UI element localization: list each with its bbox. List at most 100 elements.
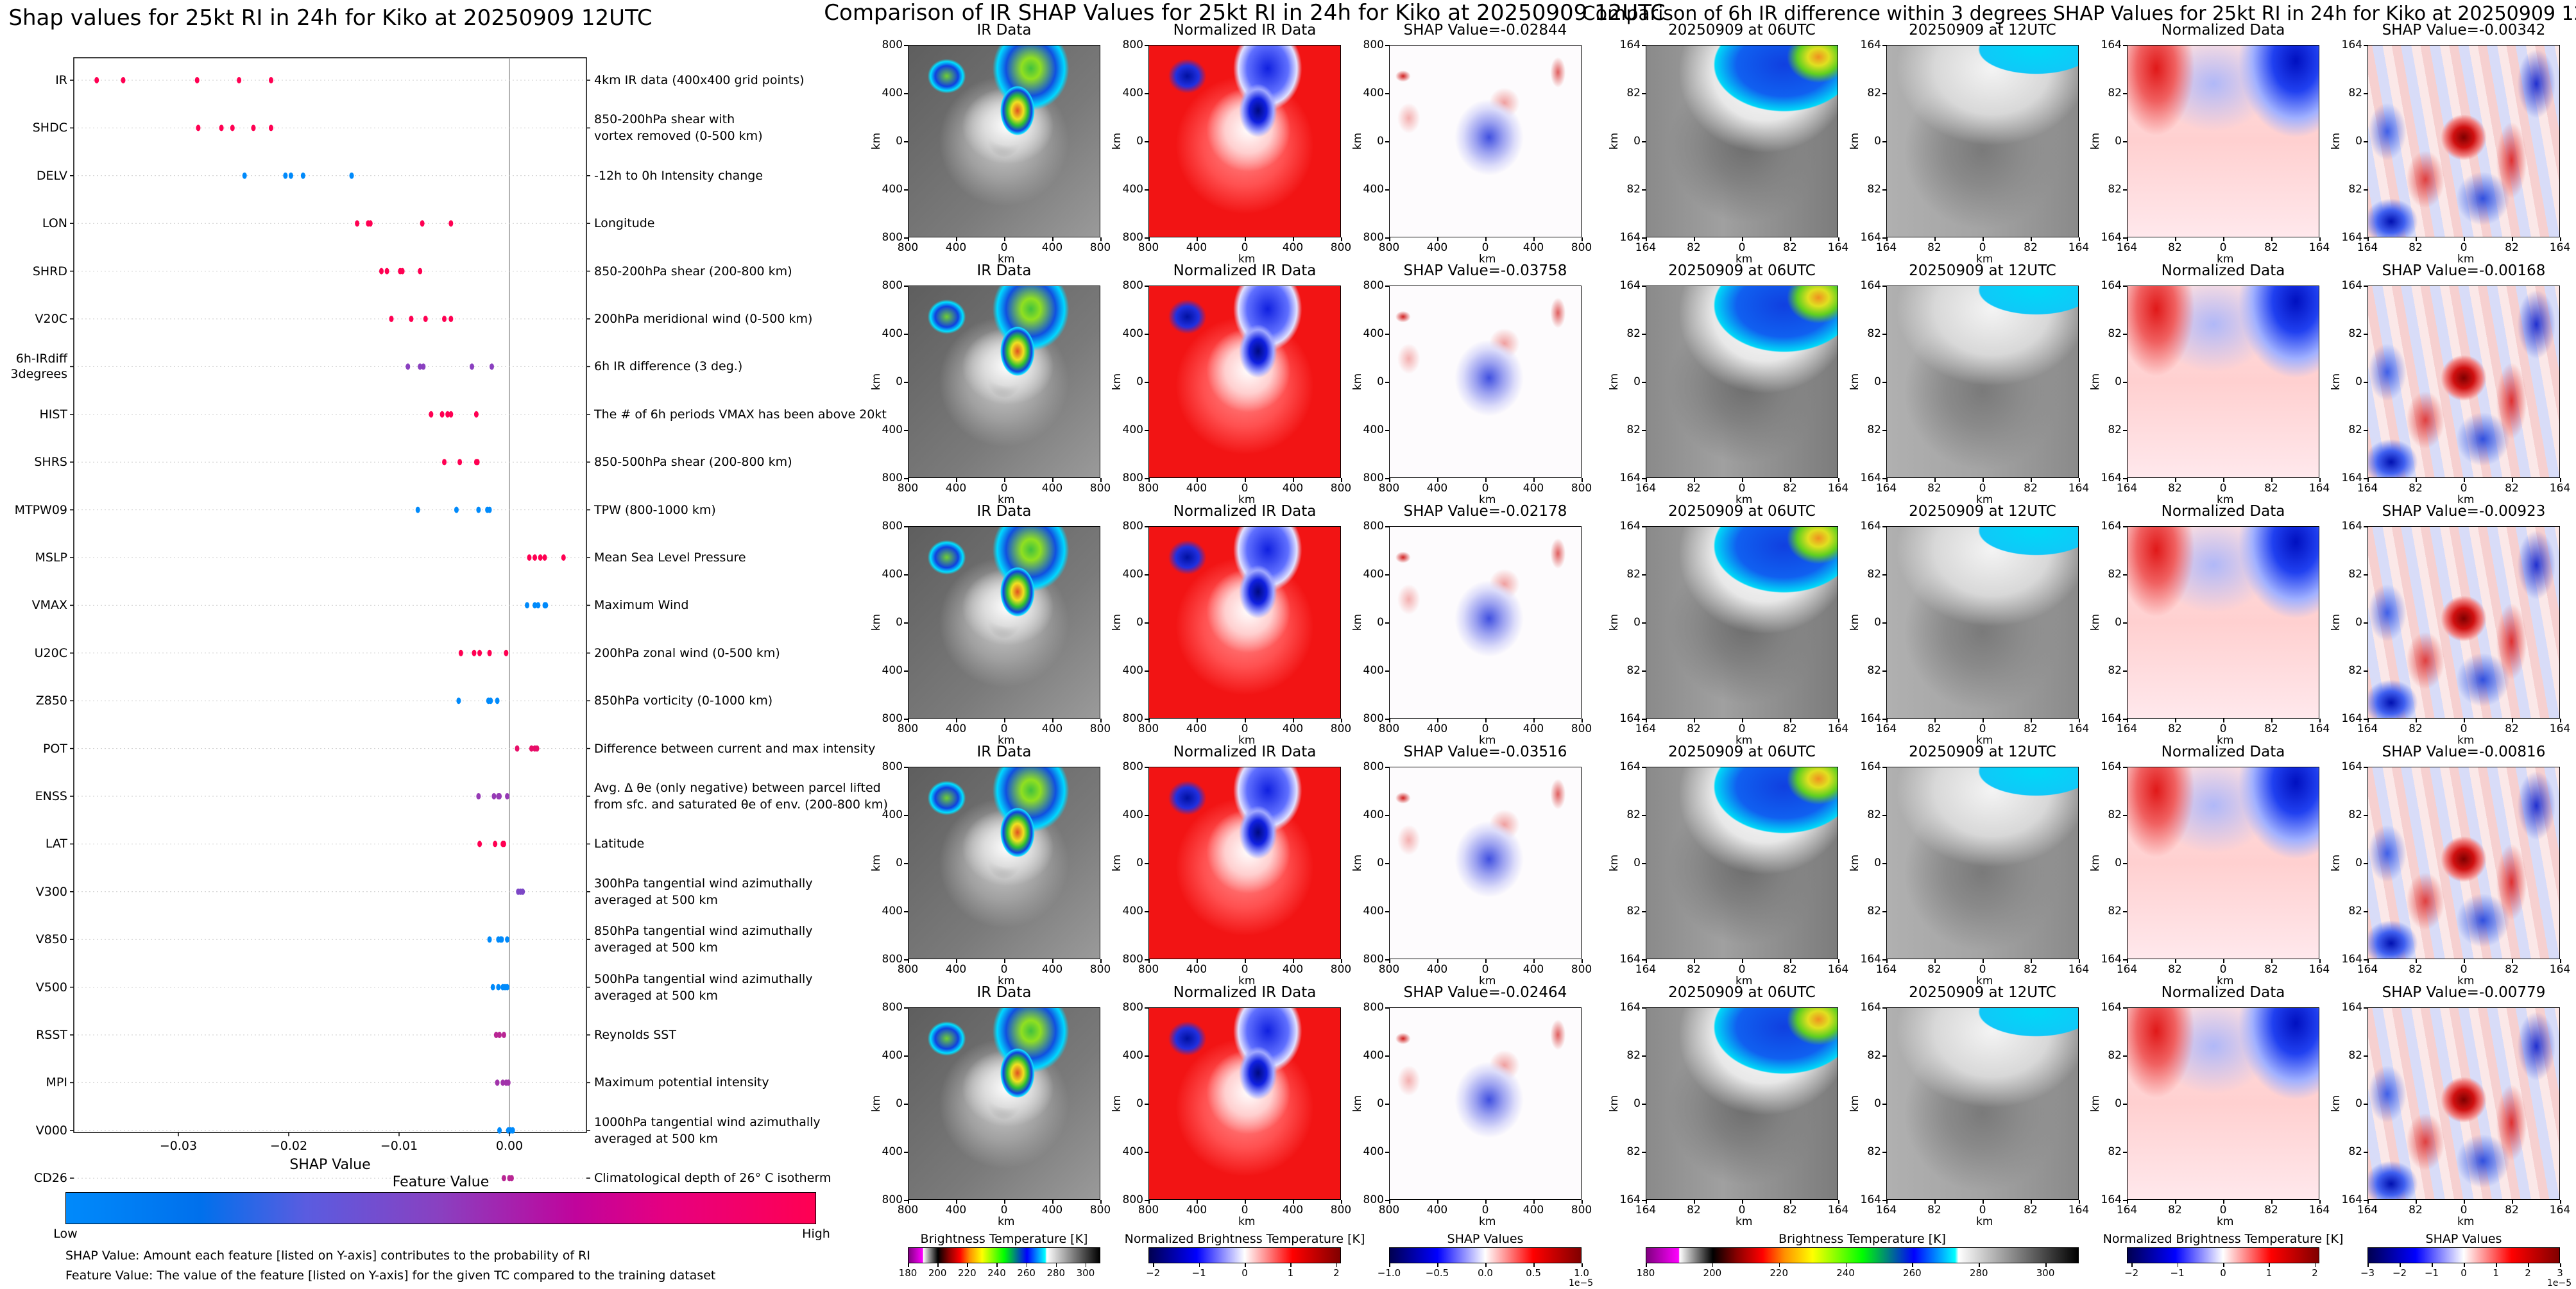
colorbar-tick-label: −3 <box>2360 1267 2375 1279</box>
brightness-temp-colorbar <box>908 1247 1100 1263</box>
shap-point <box>500 1079 506 1086</box>
x-tick <box>2223 959 2224 963</box>
x-tick-label: 164 <box>2308 241 2330 254</box>
feature-label: 6h-IRdiff 3degrees <box>10 352 67 382</box>
x-tick-label: 400 <box>1282 482 1304 495</box>
y-tick <box>1145 141 1148 142</box>
shap-point <box>368 220 373 227</box>
x-tick <box>1742 959 1743 963</box>
shap-point <box>389 316 394 322</box>
y-tick-label: 164 <box>2101 38 2122 51</box>
x-tick <box>908 478 909 482</box>
y-tick-label: 0 <box>1377 857 1384 869</box>
shap-value-title: SHAP Value=-0.03516 <box>1404 744 1567 760</box>
shap-value-title: SHAP Value=-0.03758 <box>1404 262 1567 279</box>
y-tick-label: 400 <box>1363 808 1384 821</box>
diff-shap-image <box>2367 526 2560 719</box>
x-tick <box>1148 478 1150 482</box>
shap-point <box>477 841 482 848</box>
y-tick-label: 82 <box>2348 87 2362 99</box>
x-tick-label: 0 <box>2219 482 2227 495</box>
x-tick-label: 400 <box>1426 963 1448 976</box>
feature-description: Maximum potential intensity <box>594 1075 769 1090</box>
feature-label: LAT <box>45 837 67 851</box>
y-tick <box>2123 911 2127 912</box>
right-figure-title: Comparison of 6h IR difference within 3 … <box>1582 3 2576 25</box>
y-tick <box>1385 93 1389 94</box>
feature-description: 850hPa tangential wind azimuthally avera… <box>594 924 813 955</box>
x-tick <box>1148 237 1150 241</box>
normalized-diff-title: Normalized Data <box>2161 744 2285 760</box>
x-tick <box>956 1200 957 1204</box>
x-tick <box>1341 1200 1342 1204</box>
x-axis-label: km <box>2457 734 2475 747</box>
colorbar-tick <box>2269 1263 2270 1267</box>
x-axis-label: km <box>1976 1215 1993 1228</box>
y-axis-label: km <box>1608 132 1621 150</box>
y-tick <box>1385 478 1389 479</box>
x-tick <box>1004 237 1005 241</box>
y-tick-label: 800 <box>882 1001 903 1014</box>
y-tick <box>2123 863 2127 864</box>
x-tick-label: 164 <box>2357 482 2378 495</box>
x-tick <box>1293 478 1294 482</box>
x-tick-label: 82 <box>1687 241 1701 254</box>
normalized-ir-data-title: Normalized IR Data <box>1173 262 1317 279</box>
x-tick <box>1389 719 1390 722</box>
x-tick-label: 82 <box>1927 1204 1941 1216</box>
y-axis-label: km <box>2089 132 2103 150</box>
normalized-diff-image <box>2127 45 2319 237</box>
shap-point <box>429 411 434 418</box>
y-tick-label: 400 <box>882 327 903 340</box>
x-tick-label: 164 <box>2116 963 2138 976</box>
x-tick-label: 0 <box>1738 963 1746 976</box>
feature-description: -12h to 0h Intensity change <box>594 168 763 183</box>
x-tick-label: 0 <box>1979 241 1986 254</box>
x-tick-label: 82 <box>2168 1204 2182 1216</box>
y-tick-label: 400 <box>882 423 903 436</box>
y-tick-label: 0 <box>1633 857 1641 869</box>
x-axis-label: km <box>1238 975 1256 987</box>
x-tick-label: 400 <box>1186 1204 1207 1216</box>
y-tick-label: 164 <box>2341 953 2362 966</box>
y-axis-label: km <box>2089 1095 2103 1113</box>
y-tick-label: 400 <box>882 808 903 821</box>
feature-description: Latitude <box>594 837 645 851</box>
x-tick <box>1293 719 1294 722</box>
colorbar-tick <box>1582 1263 1583 1267</box>
y-axis-label: km <box>1351 613 1365 631</box>
x-tick-label: 400 <box>1523 482 1544 495</box>
y-tick-label: 82 <box>1867 568 1881 581</box>
shap-point <box>495 1079 500 1086</box>
x-tick <box>1790 959 1791 963</box>
x-tick-label: 82 <box>2264 963 2278 976</box>
y-tick-label: 400 <box>1122 87 1143 99</box>
x-tick <box>2367 959 2369 963</box>
y-tick-label: 82 <box>2108 905 2122 918</box>
shap-point <box>472 649 477 656</box>
ir-12utc-title: 20250909 at 12UTC <box>1909 503 2056 520</box>
x-tick-label: 82 <box>2505 1204 2519 1216</box>
shap-point <box>538 554 543 561</box>
x-tick <box>1646 237 1647 241</box>
x-tick-label: 164 <box>1635 482 1657 495</box>
x-tick-label: 800 <box>1330 963 1352 976</box>
y-axis-label: km <box>1848 613 1862 631</box>
y-axis-label: km <box>1351 373 1365 391</box>
y-tick <box>1385 1007 1389 1009</box>
x-axis-label: km <box>1736 493 1753 506</box>
feature-label: SHRD <box>32 264 67 278</box>
x-tick <box>2416 1200 2417 1204</box>
shap-title-value: -0.00816 <box>2478 744 2546 760</box>
x-tick <box>1934 719 1936 722</box>
y-axis-label: km <box>870 613 883 631</box>
y-tick-label: 800 <box>1122 231 1143 244</box>
y-tick-label: 0 <box>1874 616 1881 629</box>
y-tick-label: 82 <box>1626 1049 1641 1062</box>
shap-point <box>533 602 538 609</box>
x-axis-label: km <box>1238 1215 1256 1228</box>
y-tick <box>1385 237 1389 239</box>
y-tick-label: 164 <box>2341 279 2362 292</box>
x-tick-label: 800 <box>1138 722 1159 735</box>
x-tick-label: 164 <box>2549 241 2571 254</box>
